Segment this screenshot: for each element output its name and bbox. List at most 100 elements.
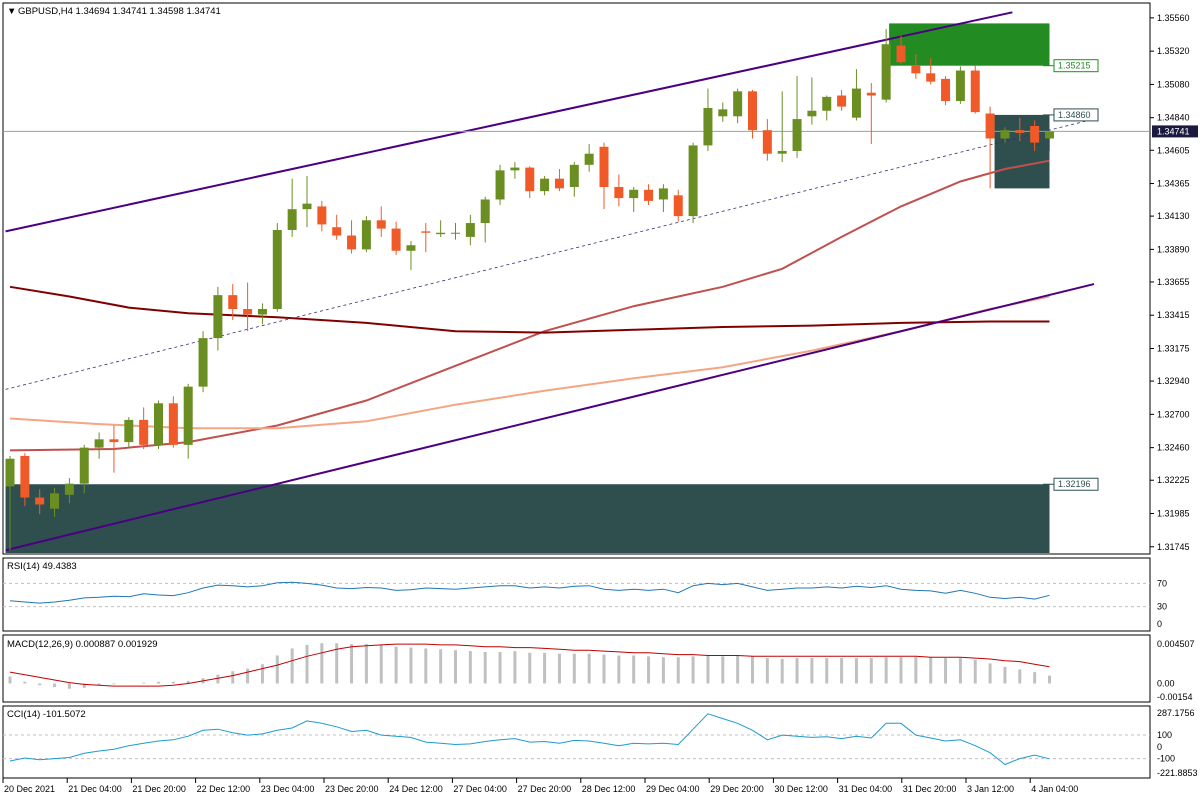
candle-body — [1045, 131, 1054, 139]
candle-body — [510, 167, 520, 171]
candle — [480, 196, 490, 243]
candle — [154, 400, 163, 450]
price-tick-label: 1.32940 — [1157, 376, 1190, 386]
candles-layer — [5, 28, 1054, 551]
zone-rect-0 — [5, 484, 1050, 553]
candle-body — [451, 232, 460, 234]
candle — [762, 119, 772, 161]
level-label-2: 1.32196 — [1058, 479, 1091, 489]
macd-indicator: 0.004507 0.00 -0.00154 — [8, 639, 1195, 702]
candle-body — [851, 88, 861, 118]
level-box-0 — [1053, 59, 1099, 73]
candle-body — [183, 386, 193, 445]
candle-body — [703, 107, 713, 146]
time-axis: 20 Dec 2021 21 Dec 04:00 21 Dec 20:00 22 De… — [2, 778, 1078, 794]
chart-collapse-icon[interactable]: ▼ — [7, 6, 16, 17]
time-tick-label: 23 Dec 20:00 — [325, 784, 379, 794]
macd-tick-label: 0.00 — [1157, 679, 1175, 689]
candle — [495, 164, 505, 206]
candle-body — [480, 199, 490, 224]
candle-body — [64, 483, 74, 495]
candle-body — [168, 403, 178, 445]
price-axis: 1.35560 1.35320 1.35080 1.34840 1.34605 1.343… — [1150, 13, 1198, 552]
time-tick-label: 21 Dec 04:00 — [68, 784, 122, 794]
candle — [332, 214, 342, 240]
rsi-line — [9, 581, 1050, 604]
candle — [866, 83, 876, 145]
candle-body — [154, 403, 163, 445]
candle-body — [272, 229, 282, 309]
candle — [525, 166, 535, 199]
candle-body — [792, 119, 802, 151]
candle-body — [20, 455, 30, 498]
candle — [109, 425, 119, 473]
candle-body — [733, 91, 743, 117]
candle-body — [955, 70, 965, 102]
candle — [1000, 127, 1010, 143]
level-label-0: 1.35215 — [1058, 61, 1091, 71]
candle — [5, 455, 15, 551]
candle — [599, 142, 609, 210]
candle — [584, 144, 594, 172]
candle-body — [599, 146, 609, 187]
current-price-tag — [1152, 125, 1198, 138]
candle-body — [911, 65, 921, 74]
time-tick-label: 30 Dec 12:00 — [774, 784, 828, 794]
time-tick-label: 28 Dec 12:00 — [582, 784, 636, 794]
candle-body — [109, 439, 119, 443]
candle — [465, 214, 475, 246]
main-pane-frame — [2, 2, 1151, 555]
candle-body — [629, 189, 639, 199]
candle — [168, 396, 178, 448]
candle — [1030, 120, 1040, 151]
candle — [302, 175, 312, 228]
candle — [733, 88, 743, 124]
candle-body — [287, 209, 297, 230]
candle-body — [421, 231, 431, 233]
price-tick-label: 1.35560 — [1157, 13, 1190, 23]
rsi-tick-label: 30 — [1157, 602, 1167, 612]
candle-body — [718, 109, 728, 117]
price-tick-label: 1.33415 — [1157, 310, 1190, 320]
candle-body — [554, 178, 564, 189]
level-box-2 — [1053, 477, 1099, 491]
candle-body — [762, 130, 772, 154]
rsi-pane-frame — [2, 557, 1151, 632]
candle-body — [332, 227, 342, 236]
candle-body — [1030, 126, 1040, 143]
channel-line-0 — [5, 11, 1013, 233]
time-tick-label: 29 Dec 20:00 — [710, 784, 764, 794]
price-tick-label: 1.34130 — [1157, 211, 1190, 221]
candle — [347, 220, 357, 254]
candle-body — [837, 95, 847, 107]
moving-average-line-2 — [9, 285, 1050, 334]
candle — [391, 221, 401, 255]
candle — [257, 303, 267, 325]
candle-body — [35, 497, 45, 505]
candle — [436, 220, 446, 237]
candle-body — [50, 493, 60, 509]
candle-body — [569, 164, 579, 187]
candle-body — [361, 220, 371, 250]
price-tick-label: 1.31745 — [1157, 542, 1190, 552]
level-box-1 — [1053, 108, 1099, 122]
time-tick-label: 27 Dec 20:00 — [518, 784, 572, 794]
macd-label: MACD(12,26,9) 0.000887 0.001929 — [7, 639, 158, 650]
candle — [198, 331, 208, 393]
candle-body — [124, 419, 134, 443]
candle — [317, 200, 327, 232]
cci-tick-label: 287.1756 — [1157, 708, 1195, 718]
candle — [792, 76, 802, 158]
rsi-tick-label: 0 — [1157, 619, 1162, 629]
candle-body — [807, 110, 817, 117]
price-tick-label: 1.33175 — [1157, 344, 1190, 354]
candle-body — [614, 187, 624, 199]
time-tick-label: 23 Dec 04:00 — [261, 784, 315, 794]
time-tick-label: 20 Dec 2021 — [4, 784, 55, 794]
macd-tick-label: -0.00154 — [1157, 692, 1193, 702]
candle-body — [881, 44, 891, 100]
macd-signal-line — [9, 643, 1050, 687]
candle-body — [688, 145, 698, 217]
candle-body — [896, 45, 906, 63]
candle — [718, 102, 728, 122]
